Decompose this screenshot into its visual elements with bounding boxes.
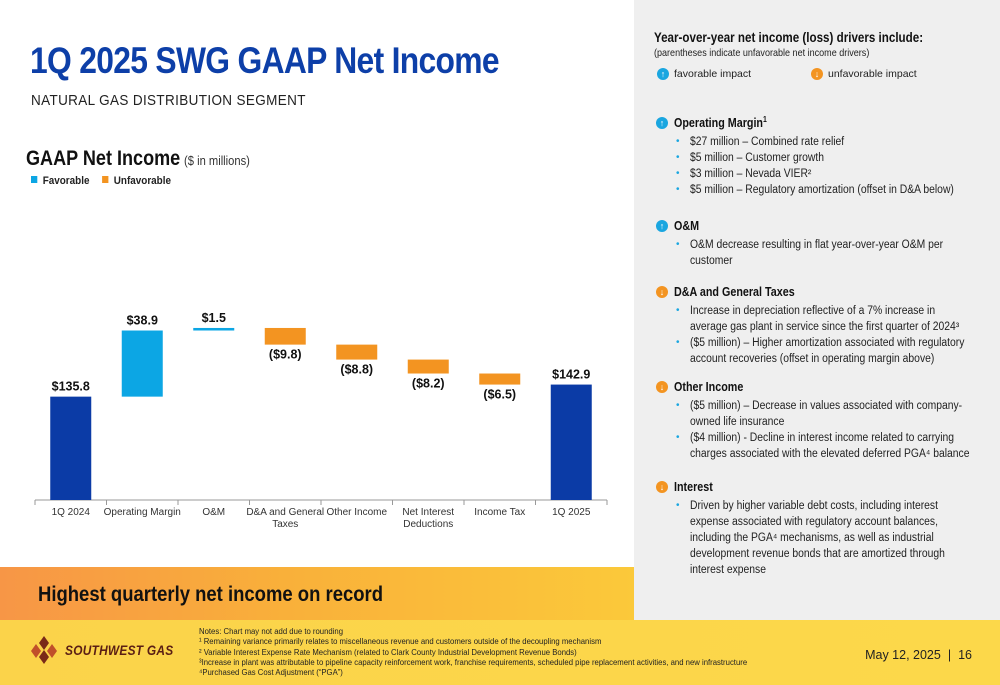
footnote: ² Variable Interest Expense Rate Mechani… [199,646,577,657]
banner-text: Highest quarterly net income on record [38,583,384,606]
data-label: $38.9 [127,314,158,328]
logo-text: SOUTHWEST GAS [65,642,174,658]
waterfall-chart: $135.8 1Q 2024 $38.9 Operating Margin $1.5 O&… [34,311,608,530]
footnote: ¹ Remaining variance primarily relates t… [199,636,602,647]
drivers-subheading: (parentheses indicate unfavorable net in… [654,47,870,59]
section-title: Interest [674,480,713,494]
key-favorable-label: favorable impact [674,68,752,80]
section-title: D&A and General Taxes [674,285,795,299]
bar-1q-2024 [50,396,92,500]
x-tick-label: Other Income [326,507,387,518]
list-item: $3 million – Nevada VIER² [656,166,986,182]
legend-favorable-label: Favorable [42,175,90,187]
x-tick-label: Taxes [272,519,298,530]
data-label: $135.8 [52,380,90,394]
legend-favorable-swatch [31,176,38,183]
bar-income-tax [479,373,521,385]
x-tick-label: O&M [202,507,225,518]
separator: | [947,648,952,662]
section-operating-margin: ↑ Operating Margin1 $27 million – Combine… [656,115,986,198]
section-title: Operating Margin [674,116,763,131]
up-arrow-icon: ↑ [656,116,668,129]
list-item: ($5 million) – Higher amortization assoc… [656,335,986,351]
date-page: May 12, 2025 | 16 [865,648,972,662]
section-om: ↑ O&M O&M decrease resulting in flat year… [656,219,986,269]
x-tick-label: 1Q 2024 [52,507,91,518]
data-label: ($9.8) [269,348,302,362]
page-title: 1Q 2025 SWG GAAP Net Income [30,40,500,81]
section-other-income: ↓ Other Income ($5 million) – Decrease in… [656,380,986,462]
list-item: including the PGA⁴ mechanisms, as well a… [690,532,934,544]
list-item: average gas plant in service since the f… [690,321,960,333]
drivers-heading: Year-over-year net income (loss) drivers… [654,30,924,45]
x-tick-label: Income Tax [474,507,525,518]
footer: SOUTHWEST GAS Notes: Chart may not add d… [0,620,1000,685]
list-item: $27 million – Combined rate relief [656,134,986,150]
section-title: O&M [674,219,700,233]
data-label: ($8.8) [340,363,373,377]
data-label: ($8.2) [412,377,445,391]
list-item: account recoveries (offset in operating … [690,353,935,365]
bar-o-m [193,327,235,331]
chart-title-main: GAAP Net Income [26,147,181,170]
footnote: Notes: Chart may not add due to rounding [199,626,344,636]
left-panel [0,0,634,567]
section-interest: ↓ Interest Driven by higher variable debt… [656,480,986,578]
section-title: Other Income [674,380,744,394]
footnote: ⁴Purchased Gas Cost Adjustment (“PGA”) [199,667,343,678]
bar-net-interest-deductions [407,359,449,374]
flame-logo-icon [31,636,57,664]
slide-date: May 12, 2025 [865,648,941,662]
x-tick-label: Net Interest [402,507,454,518]
list-item: expense associated with regulatory accou… [690,516,938,528]
data-label: $1.5 [202,311,226,325]
list-item: $5 million – Customer growth [656,150,986,166]
key-unfavorable: ↓ unfavorable impact [811,68,917,80]
up-arrow-icon: ↑ [657,68,669,80]
down-arrow-icon: ↓ [656,286,668,298]
list-item: customer [690,255,733,267]
list-item: Driven by higher variable debt costs, in… [656,498,986,514]
chart-title-unit: ($ in millions) [184,153,250,168]
up-arrow-icon: ↑ [656,220,668,232]
x-tick-label: Operating Margin [104,507,181,518]
section-da-general-taxes: ↓ D&A and General Taxes Increase in depre… [656,285,986,367]
down-arrow-icon: ↓ [656,381,668,393]
data-label: ($6.5) [483,388,516,402]
bar-1q-2025 [550,384,592,500]
bar-d-a-and-general-taxes [264,327,306,345]
list-item: ($4 million) - Decline in interest incom… [656,430,986,446]
chart-legend: Favorable Unfavorable [31,175,171,187]
data-label: $142.9 [552,368,590,382]
bar-operating-margin [121,330,163,397]
footnotes: Notes: Chart may not add due to rounding… [199,626,747,677]
list-item: O&M decrease resulting in flat year-over… [656,237,986,253]
legend-unfavorable-label: Unfavorable [113,175,171,187]
highlight-banner: Highest quarterly net income on record [0,567,634,620]
legend-unfavorable-swatch [102,176,109,183]
chart-title: GAAP Net Income ($ in millions) [26,147,250,171]
list-item: charges associated with the elevated def… [690,448,970,460]
list-item: ($5 million) – Decrease in values associ… [656,398,986,414]
legend-unfavorable: Unfavorable [102,175,171,187]
x-tick-label: Deductions [403,519,453,530]
key-unfavorable-label: unfavorable impact [828,68,917,80]
list-item: development revenue bonds that are amort… [690,548,945,560]
page-number: 16 [958,648,972,662]
company-logo: SOUTHWEST GAS [30,635,193,665]
page-subtitle: NATURAL GAS DISTRIBUTION SEGMENT [31,92,306,109]
x-tick-label: D&A and General [246,507,324,518]
down-arrow-icon: ↓ [656,481,668,493]
legend-favorable: Favorable [31,175,89,187]
key-favorable: ↑ favorable impact [657,68,751,80]
down-arrow-icon: ↓ [811,68,823,80]
x-tick-label: 1Q 2025 [552,507,591,518]
list-item: owned life insurance [690,416,785,428]
footnote: ³Increase in plant was attributable to p… [199,656,748,667]
section-footnote-ref: 1 [762,115,767,124]
bar-other-income [336,344,378,360]
list-item: Increase in depreciation reflective of a… [656,303,986,319]
list-item: interest expense [690,564,766,576]
list-item: $5 million – Regulatory amortization (of… [656,182,986,198]
